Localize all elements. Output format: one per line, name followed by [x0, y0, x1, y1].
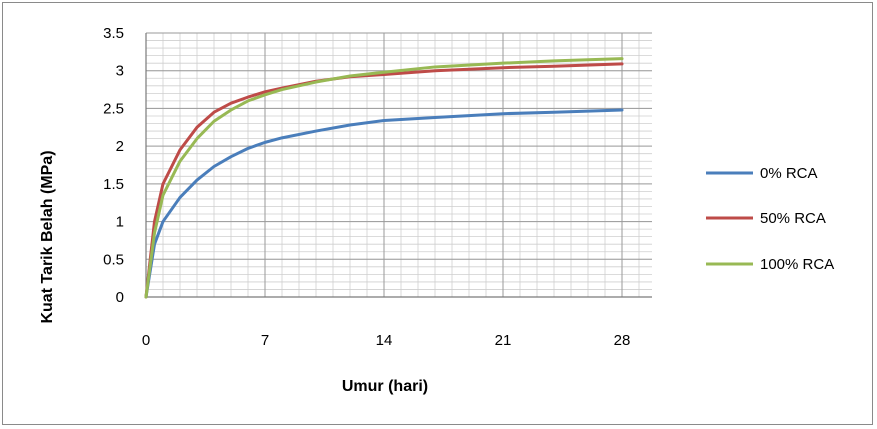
- y-tick-label: 3.5: [103, 25, 124, 42]
- y-tick-label: 1: [116, 214, 124, 231]
- x-tick-label: 14: [376, 332, 393, 349]
- x-tick-label: 0: [142, 332, 150, 349]
- y-tick-label: 0.5: [103, 251, 124, 268]
- axes: 0 0.5 1 1.5 2 2.5 3 3.5 0 7 14 21 28: [103, 25, 652, 349]
- y-tick-label: 2: [116, 138, 124, 155]
- legend-label: 100% RCA: [760, 256, 834, 273]
- chart-frame: [2, 2, 873, 425]
- y-tick-label: 1.5: [103, 176, 124, 193]
- x-tick-label: 21: [495, 332, 512, 349]
- x-tick-label: 7: [261, 332, 269, 349]
- y-tick-label: 3: [116, 63, 124, 80]
- x-tick-label: 28: [614, 332, 631, 349]
- y-axis-title: Kuat Tarik Belah (MPa): [39, 150, 56, 323]
- series-line: [144, 62, 624, 299]
- legend: 0% RCA 50% RCA 100% RCA: [706, 165, 834, 273]
- legend-label: 50% RCA: [760, 210, 826, 227]
- y-tick-label: 2.5: [103, 100, 124, 117]
- series: [144, 57, 624, 299]
- series-line: [144, 108, 624, 299]
- legend-label: 0% RCA: [760, 165, 818, 182]
- y-tick-label: 0: [116, 289, 124, 306]
- series-line: [144, 57, 624, 299]
- x-axis-title: Umur (hari): [342, 378, 428, 395]
